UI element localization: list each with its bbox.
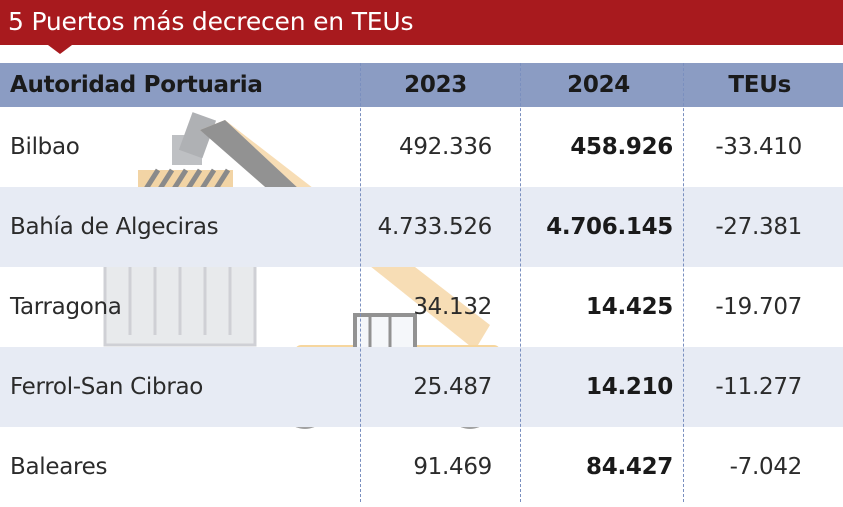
value-2023: 25.487: [413, 374, 492, 400]
table-row: Bahía de Algeciras 4.733.526 4.706.145 -…: [0, 187, 843, 267]
value-2023: 34.132: [413, 294, 492, 320]
table-header: Autoridad Portuaria 2023 2024 TEUs: [0, 63, 843, 107]
header-teus: TEUs: [728, 72, 791, 98]
value-teus: -19.707: [715, 294, 802, 320]
column-divider: [520, 63, 521, 502]
value-2024: 458.926: [570, 134, 673, 160]
header-2023: 2023: [404, 72, 467, 98]
header-2024: 2024: [567, 72, 630, 98]
title-banner: 5 Puertos más decrecen en TEUs: [0, 0, 843, 45]
page-title: 5 Puertos más decrecen en TEUs: [8, 7, 414, 36]
value-2023: 4.733.526: [377, 214, 493, 240]
table-row: Baleares 91.469 84.427 -7.042: [0, 427, 843, 507]
table-row: Bilbao 492.336 458.926 -33.410: [0, 107, 843, 187]
value-2024: 4.706.145: [546, 214, 673, 240]
column-divider: [683, 63, 684, 502]
port-name: Baleares: [10, 454, 108, 480]
ports-table: Autoridad Portuaria 2023 2024 TEUs Bilba…: [0, 63, 843, 507]
value-2024: 14.210: [586, 374, 673, 400]
port-name: Bilbao: [10, 134, 80, 160]
value-2024: 84.427: [586, 454, 673, 480]
value-teus: -27.381: [715, 214, 802, 240]
title-pointer: [48, 45, 72, 54]
column-divider: [360, 63, 361, 502]
value-teus: -7.042: [729, 454, 803, 480]
value-2024: 14.425: [586, 294, 673, 320]
value-2023: 492.336: [398, 134, 492, 160]
value-2023: 91.469: [413, 454, 492, 480]
value-teus: -11.277: [715, 374, 802, 400]
table-row: Ferrol-San Cibrao 25.487 14.210 -11.277: [0, 347, 843, 427]
value-teus: -33.410: [715, 134, 802, 160]
port-name: Bahía de Algeciras: [10, 214, 219, 240]
port-name: Tarragona: [10, 294, 122, 320]
header-port: Autoridad Portuaria: [10, 72, 263, 98]
table-row: Tarragona 34.132 14.425 -19.707: [0, 267, 843, 347]
port-name: Ferrol-San Cibrao: [10, 374, 204, 400]
